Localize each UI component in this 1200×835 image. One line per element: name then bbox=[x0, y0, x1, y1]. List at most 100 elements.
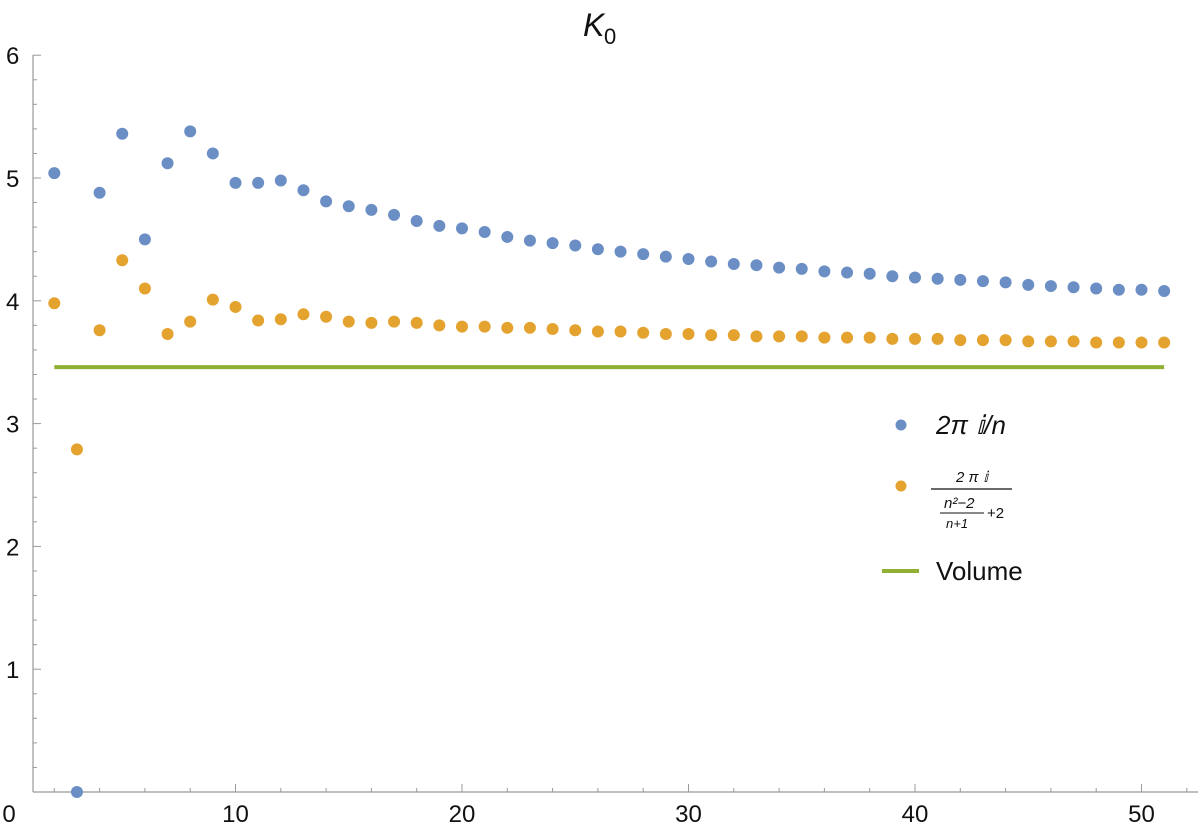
data-point-series-2 bbox=[161, 327, 174, 340]
data-point-series-1 bbox=[954, 273, 967, 286]
data-point-series-2 bbox=[456, 320, 468, 333]
series-layer bbox=[48, 125, 1171, 798]
data-point-series-2 bbox=[388, 315, 401, 328]
legend-label-volume: Volume bbox=[936, 556, 1023, 586]
data-point-series-2 bbox=[297, 308, 310, 321]
data-point-series-2 bbox=[478, 320, 491, 333]
x-tick-label: 0 bbox=[2, 801, 15, 828]
data-point-series-1 bbox=[478, 226, 491, 239]
data-point-series-1 bbox=[433, 219, 446, 232]
data-point-series-2 bbox=[546, 323, 559, 336]
x-tick-label: 40 bbox=[902, 801, 929, 828]
data-point-series-2 bbox=[750, 330, 763, 343]
chart-title: K bbox=[583, 7, 606, 43]
data-point-series-2 bbox=[501, 321, 514, 334]
y-tick-labels: 1 2 3 4 5 6 bbox=[6, 43, 19, 684]
data-point-series-2 bbox=[886, 332, 899, 345]
data-point-series-2 bbox=[659, 327, 672, 340]
data-point-series-1 bbox=[1158, 284, 1171, 297]
data-point-series-2 bbox=[614, 325, 627, 338]
legend-label-series-1: 2π 𝕚/n bbox=[935, 410, 1006, 440]
data-point-series-1 bbox=[523, 234, 536, 247]
data-point-series-1 bbox=[410, 214, 423, 227]
data-point-series-1 bbox=[1090, 282, 1103, 295]
x-tick-label: 50 bbox=[1128, 801, 1155, 828]
data-point-series-1 bbox=[682, 253, 695, 266]
data-point-series-2 bbox=[320, 310, 333, 323]
data-point-series-1 bbox=[773, 261, 786, 274]
data-point-series-1 bbox=[342, 200, 355, 213]
data-point-series-2 bbox=[410, 316, 423, 329]
data-point-series-2 bbox=[1112, 336, 1125, 349]
data-point-series-2 bbox=[637, 326, 650, 339]
data-point-series-2 bbox=[841, 331, 854, 344]
data-point-series-1 bbox=[795, 262, 808, 275]
data-point-series-1 bbox=[365, 203, 378, 216]
data-point-series-1 bbox=[976, 275, 989, 288]
data-point-series-1 bbox=[116, 127, 129, 140]
legend-series-2-den-numerator: n²−2 bbox=[944, 495, 975, 512]
data-point-series-2 bbox=[48, 297, 61, 310]
data-point-series-1 bbox=[727, 257, 740, 270]
data-point-series-1 bbox=[184, 125, 197, 138]
data-point-series-1 bbox=[252, 176, 265, 189]
legend-marker-series-2 bbox=[895, 480, 907, 492]
data-point-series-1 bbox=[614, 245, 627, 258]
data-point-series-1 bbox=[70, 786, 83, 798]
data-point-series-1 bbox=[705, 255, 718, 268]
data-point-series-2 bbox=[818, 331, 831, 344]
data-point-series-1 bbox=[931, 272, 944, 285]
data-point-series-2 bbox=[569, 324, 582, 337]
x-tick-label: 10 bbox=[222, 801, 249, 828]
data-point-series-2 bbox=[863, 331, 876, 344]
x-tick-label: 30 bbox=[675, 801, 702, 828]
data-point-series-1 bbox=[206, 147, 219, 160]
data-point-series-2 bbox=[116, 254, 129, 267]
data-point-series-2 bbox=[523, 321, 536, 334]
data-point-series-2 bbox=[433, 319, 446, 332]
x-tick-labels: 0 10 20 30 40 50 bbox=[2, 801, 1155, 828]
y-tick-label: 6 bbox=[6, 43, 19, 70]
y-tick-label: 5 bbox=[6, 166, 19, 193]
data-point-series-1 bbox=[274, 174, 287, 187]
y-tick-label: 2 bbox=[6, 534, 19, 561]
data-point-series-2 bbox=[184, 315, 197, 328]
data-point-series-1 bbox=[569, 239, 582, 252]
data-point-series-2 bbox=[252, 314, 265, 327]
legend-series-2-den-denominator: n+1 bbox=[946, 516, 968, 531]
data-point-series-1 bbox=[161, 157, 174, 170]
x-tick-label: 20 bbox=[449, 801, 476, 828]
data-point-series-1 bbox=[1022, 278, 1035, 291]
data-point-series-1 bbox=[93, 186, 106, 199]
data-point-series-1 bbox=[456, 222, 468, 235]
data-point-series-1 bbox=[297, 184, 310, 197]
data-point-series-2 bbox=[591, 325, 604, 338]
axis-ticks bbox=[33, 54, 1188, 792]
y-tick-label: 4 bbox=[6, 289, 19, 316]
data-point-series-2 bbox=[705, 329, 718, 342]
data-point-series-1 bbox=[863, 267, 876, 280]
data-point-series-1 bbox=[138, 233, 151, 246]
data-point-series-1 bbox=[909, 271, 921, 284]
legend: 2π 𝕚/n 2 π 𝕚 n²−2 n+1 +2 Volume bbox=[882, 410, 1023, 586]
data-point-series-1 bbox=[999, 276, 1012, 289]
y-tick-label: 1 bbox=[6, 657, 19, 684]
data-point-series-1 bbox=[501, 230, 514, 243]
data-point-series-1 bbox=[886, 270, 899, 283]
data-point-series-2 bbox=[274, 313, 287, 326]
data-point-series-1 bbox=[1067, 281, 1080, 294]
data-point-series-1 bbox=[659, 250, 672, 263]
data-point-series-1 bbox=[1044, 280, 1057, 293]
data-point-series-1 bbox=[320, 195, 333, 208]
data-point-series-1 bbox=[818, 265, 831, 278]
data-point-series-1 bbox=[637, 248, 650, 261]
data-point-series-2 bbox=[1158, 336, 1171, 349]
data-point-series-2 bbox=[229, 300, 242, 313]
data-point-series-2 bbox=[976, 334, 989, 347]
data-point-series-2 bbox=[93, 324, 106, 337]
chart-title-subscript: 0 bbox=[604, 24, 616, 49]
data-point-series-2 bbox=[682, 327, 695, 340]
data-point-series-1 bbox=[48, 167, 61, 180]
data-point-series-2 bbox=[1090, 336, 1103, 349]
